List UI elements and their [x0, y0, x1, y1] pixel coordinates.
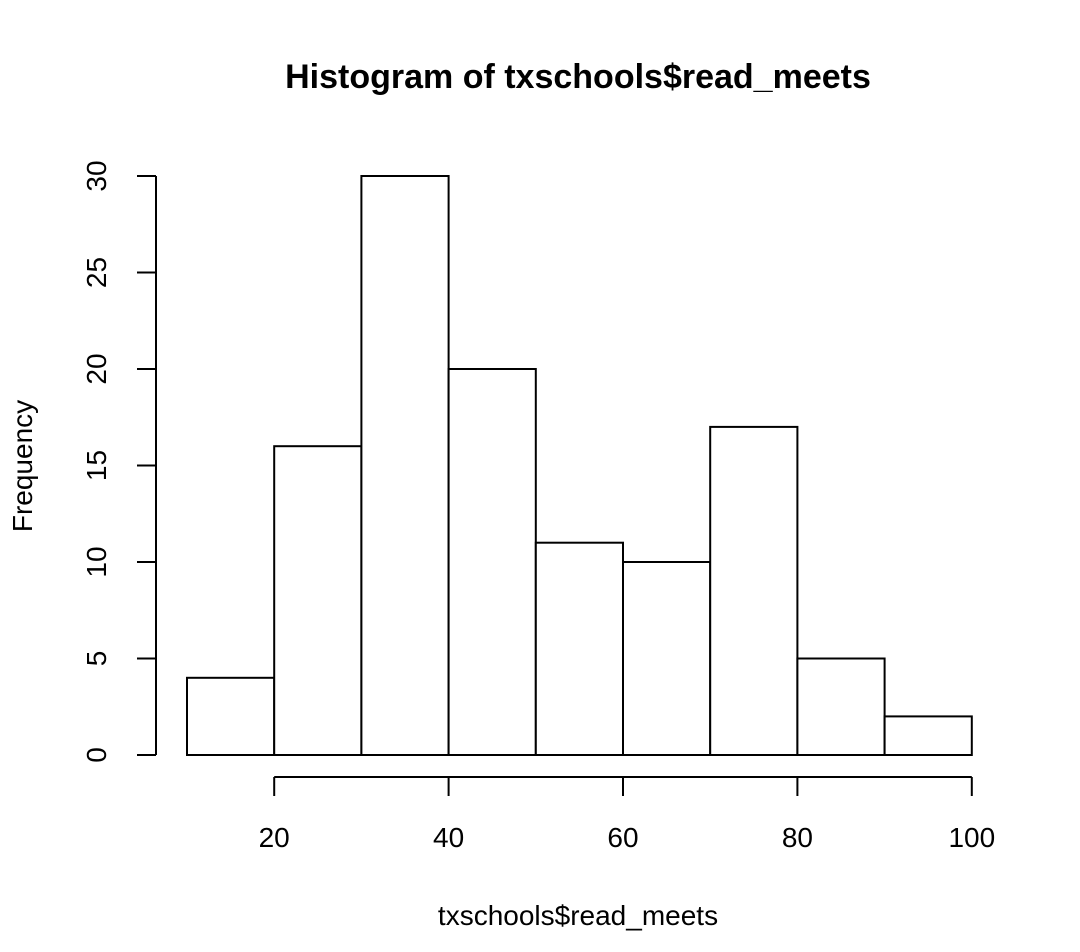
x-tick-label: 40 [433, 822, 464, 853]
y-tick-label: 20 [81, 353, 112, 384]
histogram-bar-3 [360, 175, 450, 756]
histogram-bar-2 [273, 445, 363, 756]
histogram-bar-7 [709, 425, 799, 756]
histogram-bar-8 [796, 657, 886, 756]
histogram-bar-9 [883, 715, 973, 757]
x-tick-label: 80 [782, 822, 813, 853]
x-tick-label: 20 [259, 822, 290, 853]
y-tick-label: 15 [81, 450, 112, 481]
y-tick-label: 10 [81, 546, 112, 577]
histogram-bar-5 [534, 541, 624, 757]
x-axis-label: txschools$read_meets [438, 900, 718, 931]
y-tick-label: 5 [81, 651, 112, 667]
y-tick-label: 30 [81, 160, 112, 191]
y-tick-label: 25 [81, 257, 112, 288]
y-axis-label: Frequency [7, 400, 38, 532]
x-tick-label: 60 [607, 822, 638, 853]
chart-title: Histogram of txschools$read_meets [285, 58, 871, 96]
bars-group [186, 175, 973, 757]
histogram-bar-1 [186, 676, 276, 756]
histogram-bar-4 [447, 368, 537, 756]
y-tick-label: 0 [81, 747, 112, 763]
histogram-bar-6 [622, 561, 712, 756]
x-tick-label: 100 [948, 822, 995, 853]
x-axis: 20 40 60 80 100 [259, 776, 995, 853]
y-axis: 0 5 10 15 20 25 30 [81, 160, 157, 763]
